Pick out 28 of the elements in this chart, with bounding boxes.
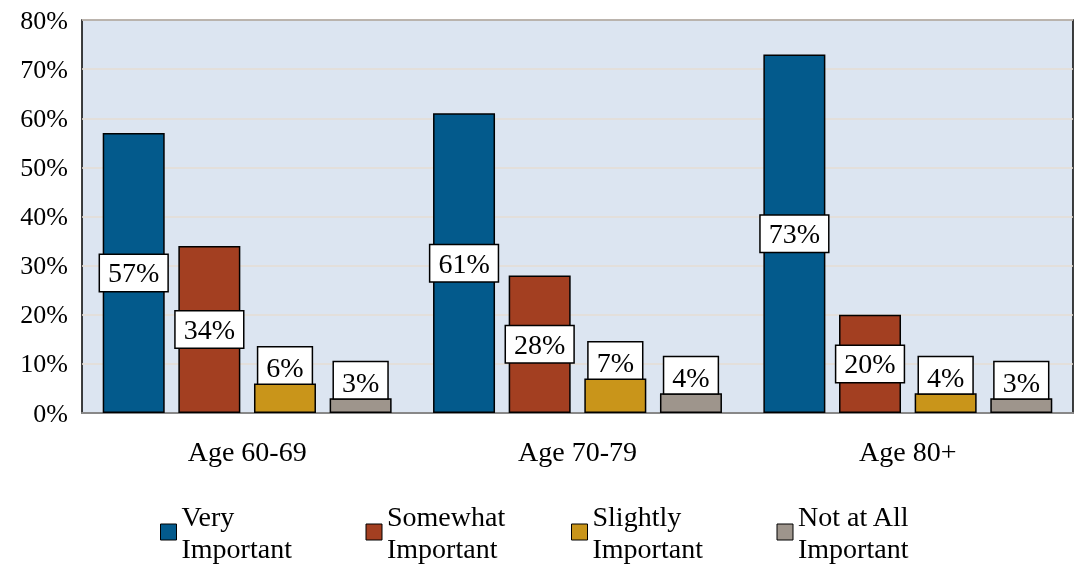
data-label: 3% <box>1002 366 1040 398</box>
x-tick-label: Age 60-69 <box>187 435 307 467</box>
y-tick-label: 80% <box>20 5 68 35</box>
data-label: 73% <box>768 218 821 250</box>
data-label: 6% <box>266 352 304 384</box>
legend-label: Somewhat Important <box>387 500 513 564</box>
legend-label: Very Important <box>181 500 293 564</box>
data-label: 57% <box>108 257 160 289</box>
data-label: 34% <box>183 313 236 345</box>
data-label: 3% <box>341 366 380 398</box>
data-label: 20% <box>844 348 896 380</box>
data-label: 61% <box>438 247 490 279</box>
x-tick-label: Age 80+ <box>859 435 957 467</box>
y-tick-label: 0% <box>33 398 68 428</box>
y-tick-label: 70% <box>20 54 68 84</box>
y-tick-label: 60% <box>20 103 68 133</box>
y-tick-label: 20% <box>20 300 68 330</box>
x-tick-label: Age 70-79 <box>518 435 637 467</box>
y-tick-label: 50% <box>20 152 68 182</box>
y-tick-label: 30% <box>20 251 68 281</box>
legend-label: Slightly Important <box>592 500 704 564</box>
data-label: 7% <box>596 347 634 379</box>
data-label: 4% <box>672 361 710 393</box>
y-tick-label: 10% <box>20 349 68 379</box>
data-label: 4% <box>926 361 965 393</box>
data-label: 28% <box>514 328 566 360</box>
y-tick-label: 40% <box>20 202 68 231</box>
legend-label: Not at All Important <box>798 500 916 564</box>
